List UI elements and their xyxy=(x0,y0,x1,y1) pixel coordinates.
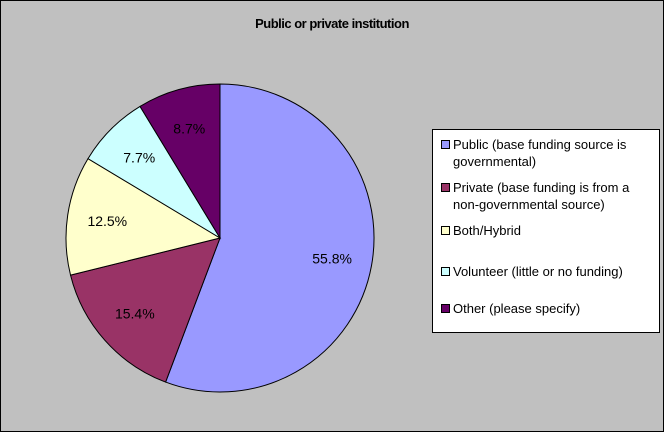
legend-swatch-other xyxy=(441,304,450,313)
slice-label-private: 15.4% xyxy=(115,306,155,322)
pie-slice-both-hybrid xyxy=(65,157,222,276)
legend-label-private: Private (base funding is from a non-gove… xyxy=(453,180,630,212)
pie-slice-other xyxy=(139,83,221,240)
legend-label-public: Public (base funding source is governmen… xyxy=(453,137,627,169)
legend-item-private: Private (base funding is from a non-gove… xyxy=(441,179,655,213)
slice-label-public: 55.8% xyxy=(312,250,352,266)
legend-item-both-hybrid: Both/Hybrid xyxy=(441,222,655,239)
legend-swatch-private xyxy=(441,183,450,192)
legend-label-volunteer: Volunteer (little or no funding) xyxy=(453,264,623,279)
chart-title: Public or private institution xyxy=(255,16,409,31)
legend-label-both-hybrid: Both/Hybrid xyxy=(453,223,521,238)
legend-item-volunteer: Volunteer (little or no funding) xyxy=(441,263,655,280)
pie-slice-private xyxy=(69,237,221,383)
slice-label-other: 8.7% xyxy=(173,120,205,136)
legend: Public (base funding source is governmen… xyxy=(432,129,660,333)
legend-swatch-volunteer xyxy=(441,267,450,276)
legend-swatch-both-hybrid xyxy=(441,226,450,235)
legend-item-other: Other (please specify) xyxy=(441,300,655,317)
pie-slice-public xyxy=(164,83,375,393)
slice-label-both-hybrid: 12.5% xyxy=(87,213,127,229)
legend-swatch-public xyxy=(441,140,450,149)
legend-label-other: Other (please specify) xyxy=(453,301,581,316)
legend-item-public: Public (base funding source is governmen… xyxy=(441,136,655,170)
slice-label-volunteer: 7.7% xyxy=(123,150,155,166)
